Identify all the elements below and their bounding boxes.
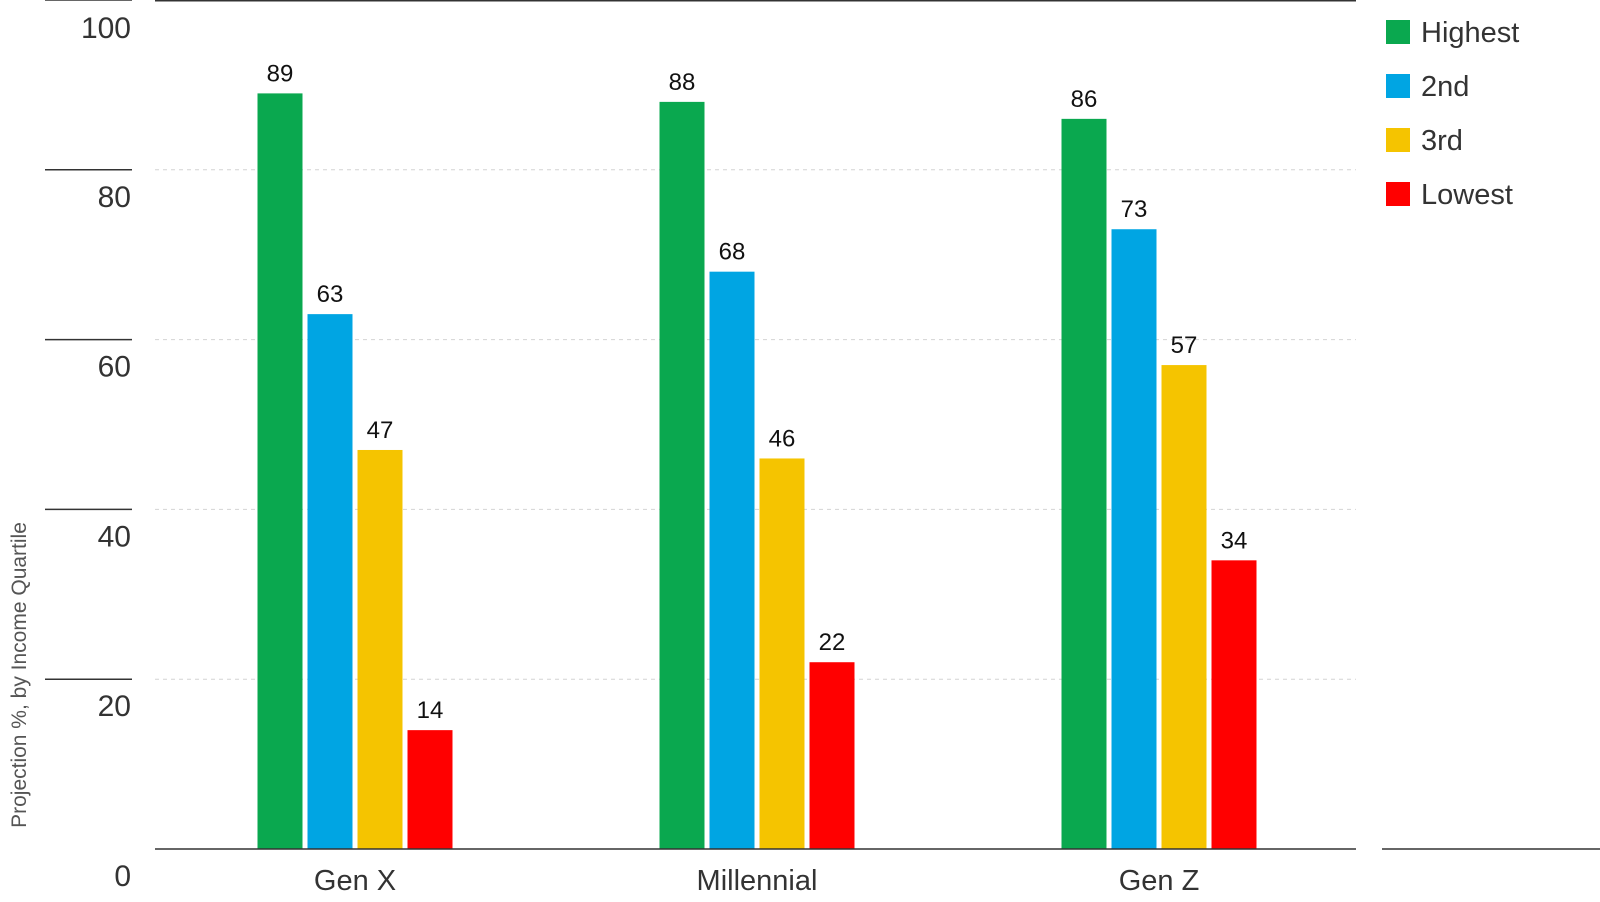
data-label-millennial-lowest: 22 xyxy=(819,629,846,656)
legend-label-lowest: Lowest xyxy=(1421,179,1513,211)
y-tick-label-60: 60 xyxy=(98,351,131,384)
bar-gen-x-3rd xyxy=(357,449,403,849)
x-category-label-gen-x: Gen X xyxy=(314,865,396,897)
bar-gen-z-3rd xyxy=(1161,365,1207,849)
legend-swatch-lowest xyxy=(1386,182,1410,206)
data-label-millennial-2nd: 68 xyxy=(719,239,746,266)
y-tick-label-0: 0 xyxy=(114,860,131,893)
data-label-gen-z-3rd: 57 xyxy=(1171,332,1198,359)
x-category-label-gen-z: Gen Z xyxy=(1119,865,1200,897)
data-labels: 89 63 47 14 88 68 46 22 86 73 57 34 xyxy=(267,60,1248,724)
legend-label-3rd: 3rd xyxy=(1421,125,1463,157)
data-label-gen-z-lowest: 34 xyxy=(1221,527,1248,554)
bar-gen-z-lowest xyxy=(1211,560,1257,849)
data-label-millennial-highest: 88 xyxy=(669,69,696,96)
x-category-label-millennial: Millennial xyxy=(697,865,818,897)
legend: Highest 2nd 3rd Lowest xyxy=(1386,17,1519,211)
data-label-gen-x-2nd: 63 xyxy=(317,281,344,308)
y-axis-ticks: 0 20 40 60 80 100 xyxy=(45,0,132,893)
legend-label-highest: Highest xyxy=(1421,17,1519,49)
x-axis-categories: Gen X Millennial Gen Z xyxy=(314,865,1199,897)
data-label-gen-x-lowest: 14 xyxy=(417,697,444,724)
data-label-gen-x-highest: 89 xyxy=(267,60,294,87)
y-axis-title: Projection %, by Income Quartile xyxy=(8,522,31,828)
bar-gen-x-highest xyxy=(257,93,303,849)
data-label-gen-z-2nd: 73 xyxy=(1121,196,1148,223)
bar-millennial-2nd xyxy=(709,271,755,849)
data-label-millennial-3rd: 46 xyxy=(769,425,796,452)
bar-gen-x-lowest xyxy=(407,730,453,849)
y-tick-label-20: 20 xyxy=(98,690,131,723)
y-tick-label-100: 100 xyxy=(81,12,131,45)
bar-gen-z-highest xyxy=(1061,118,1107,850)
bar-millennial-3rd xyxy=(759,458,805,849)
bars xyxy=(257,93,1257,850)
y-tick-label-80: 80 xyxy=(98,181,131,214)
bar-millennial-highest xyxy=(659,101,705,849)
data-label-gen-x-3rd: 47 xyxy=(367,417,394,444)
legend-swatch-highest xyxy=(1386,20,1410,44)
bar-gen-z-2nd xyxy=(1111,229,1157,850)
bar-gen-x-2nd xyxy=(307,314,353,849)
y-tick-label-40: 40 xyxy=(98,520,131,553)
legend-label-2nd: 2nd xyxy=(1421,71,1469,103)
legend-swatch-2nd xyxy=(1386,74,1410,98)
legend-swatch-3rd xyxy=(1386,128,1410,152)
data-label-gen-z-highest: 86 xyxy=(1071,86,1098,113)
bar-millennial-lowest xyxy=(809,662,855,849)
